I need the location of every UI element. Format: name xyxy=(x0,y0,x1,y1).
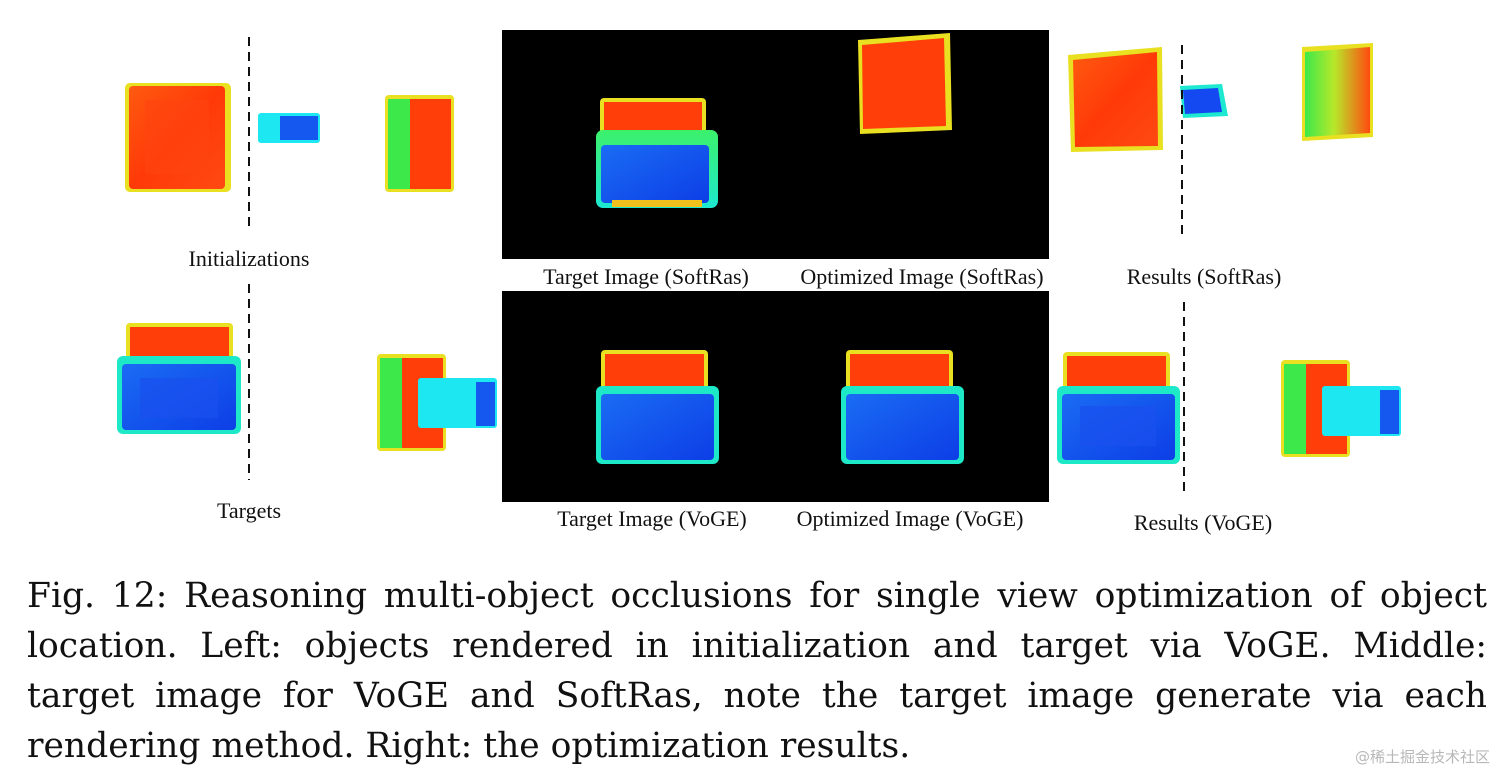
figure-caption: Fig. 12: Reasoning multi-object occlusio… xyxy=(27,576,1487,766)
voge-render-panel xyxy=(502,291,1049,502)
results-voge-side-cube xyxy=(1281,360,1401,457)
figure-illustration xyxy=(117,30,1401,502)
results-softras-red-cube xyxy=(1068,47,1163,152)
target-blue-cube xyxy=(117,356,241,434)
voge-target-objects xyxy=(596,350,719,464)
label-optimized-image-voge: Optimized Image (VoGE) xyxy=(796,506,1024,531)
softras-render-panel xyxy=(502,30,1049,259)
init-side-cube xyxy=(385,95,454,192)
label-target-image-softras: Target Image (SoftRas) xyxy=(543,264,749,289)
label-optimized-image-softras: Optimized Image (SoftRas) xyxy=(800,264,1044,289)
softras-optimized-object xyxy=(858,33,952,134)
label-target-image-voge: Target Image (VoGE) xyxy=(557,506,747,531)
label-results-softras: Results (SoftRas) xyxy=(1126,264,1282,289)
init-red-cube xyxy=(125,83,231,192)
voge-optimized-objects xyxy=(841,350,964,464)
init-cyan-cube xyxy=(258,113,320,143)
label-targets: Targets xyxy=(216,498,282,523)
results-softras-side-cube xyxy=(1302,43,1373,141)
label-initializations: Initializations xyxy=(188,246,310,271)
results-softras-blue-cube xyxy=(1180,84,1228,118)
label-results-voge: Results (VoGE) xyxy=(1133,510,1273,535)
watermark: @稀土掘金技术社区 xyxy=(1354,748,1490,766)
results-voge-objects xyxy=(1057,352,1180,464)
target-side-cube xyxy=(377,354,497,451)
softras-target-objects xyxy=(596,98,718,208)
